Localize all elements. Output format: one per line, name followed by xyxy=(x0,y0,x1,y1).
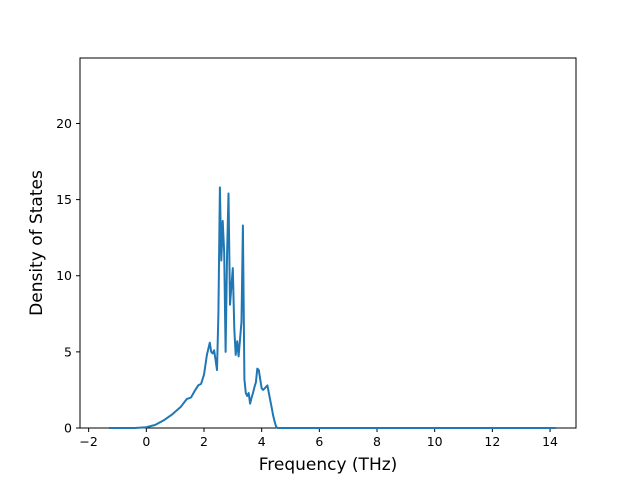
x-tick-label: 6 xyxy=(315,434,323,449)
x-tick-label: 0 xyxy=(142,434,150,449)
y-tick-label: 15 xyxy=(56,192,72,207)
x-axis-ticks: −2 0 2 4 6 8 10 12 14 xyxy=(79,428,558,449)
series-layer xyxy=(108,186,556,429)
y-axis-ticks: 0 5 10 15 20 xyxy=(56,116,80,436)
x-tick-label: 10 xyxy=(427,434,443,449)
y-axis-label: Density of States xyxy=(27,170,47,316)
x-tick-label: 4 xyxy=(258,434,266,449)
dos-series-line xyxy=(108,186,556,429)
x-tick-label: 8 xyxy=(373,434,381,449)
y-tick-label: 0 xyxy=(64,421,72,436)
x-tick-label: −2 xyxy=(79,434,97,449)
x-tick-label: 12 xyxy=(484,434,500,449)
x-tick-label: 2 xyxy=(200,434,208,449)
y-tick-label: 10 xyxy=(56,268,72,283)
plot-frame xyxy=(79,57,577,429)
y-tick-label: 20 xyxy=(56,116,72,131)
x-tick-label: 14 xyxy=(542,434,558,449)
y-tick-label: 5 xyxy=(64,344,72,359)
x-axis-label: Frequency (THz) xyxy=(259,455,398,475)
